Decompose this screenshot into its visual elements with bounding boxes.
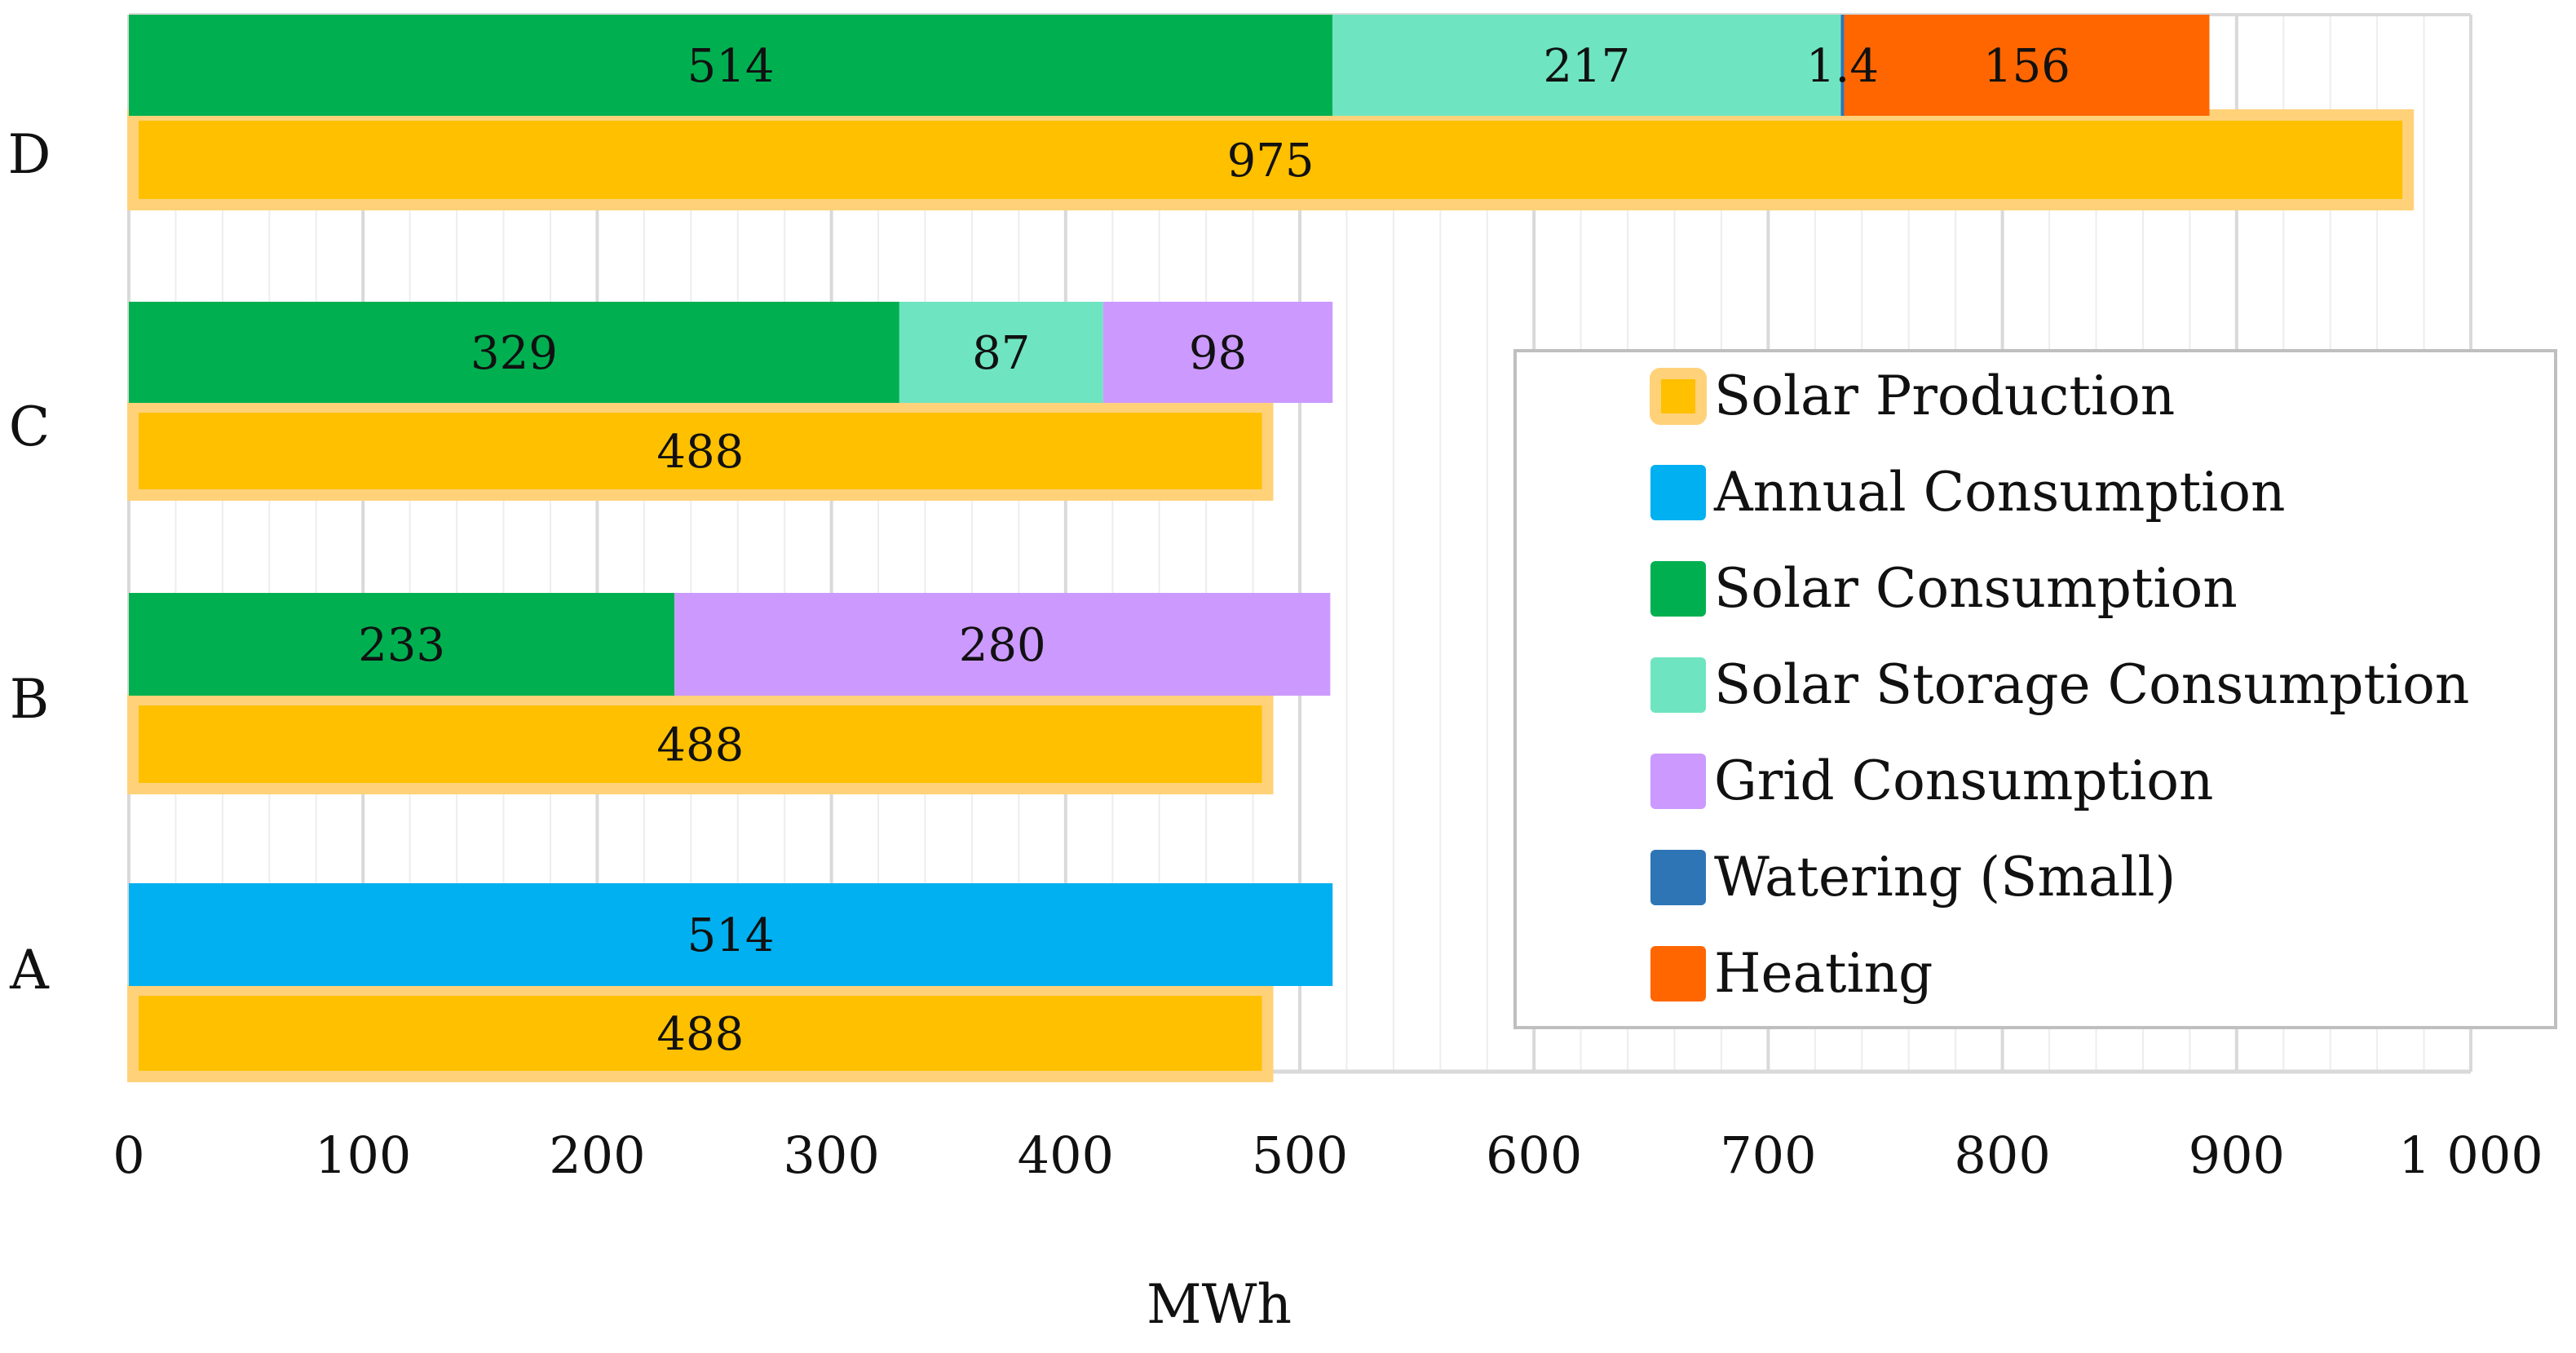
- bar-heating: [1844, 15, 2210, 116]
- x-tick-label: 200: [549, 1125, 645, 1185]
- bar-solar-consumption: [129, 302, 899, 403]
- legend-label-solar-consumption: Solar Consumption: [1714, 557, 2238, 620]
- legend-swatch-watering-small: [1650, 850, 1706, 905]
- x-tick-label: 600: [1486, 1125, 1582, 1185]
- x-tick-label: 100: [315, 1125, 411, 1185]
- legend-swatch-annual-consumption: [1650, 465, 1706, 520]
- bar-solar-production: [127, 694, 1274, 794]
- bar-grid-consumption: [674, 593, 1331, 696]
- x-tick-label: 1 000: [2398, 1125, 2543, 1185]
- bar-data-label: 156: [1983, 40, 2070, 93]
- legend-label-heating: Heating: [1714, 942, 1933, 1005]
- bar-annual-consumption: [129, 883, 1333, 986]
- legend-label-watering-small: Watering (Small): [1714, 846, 2176, 909]
- legend-label-annual-consumption: Annual Consumption: [1713, 461, 2285, 524]
- legend-swatch-grid-consumption: [1650, 754, 1706, 809]
- y-category-label: C: [9, 396, 51, 458]
- bar-data-label: 217: [1543, 40, 1630, 93]
- bar-solar-consumption: [129, 593, 675, 696]
- x-axis: 0 100 200 300 400 500 600 700 800 900 1 000: [113, 1125, 2543, 1185]
- y-axis: D C B A: [8, 123, 51, 1001]
- bar-data-label: 488: [656, 1008, 744, 1061]
- bar-solar-production: [127, 401, 1274, 501]
- legend-label-solar-storage-consumption: Solar Storage Consumption: [1714, 653, 2469, 716]
- bar-labels: 975 514 217 1.4 156 488 329 87 98 488 233 280 488 514: [358, 40, 2070, 1061]
- bar-data-label: 98: [1189, 327, 1247, 380]
- bar-data-label: 280: [959, 619, 1046, 672]
- y-category-label: D: [8, 123, 51, 186]
- x-axis-title: MWh: [1147, 1273, 1292, 1336]
- legend-label-solar-production: Solar Production: [1714, 365, 2175, 427]
- y-category-label: A: [9, 939, 50, 1001]
- x-tick-label: 0: [113, 1125, 144, 1185]
- bar-data-label: 514: [687, 40, 775, 93]
- legend: Solar Production Annual Consumption Solar …: [1513, 349, 2557, 1029]
- bar-solar-production: [127, 984, 1274, 1082]
- bar-data-label: 233: [358, 619, 445, 672]
- bar-solar-storage-consumption: [899, 302, 1103, 403]
- legend-swatch-heating: [1650, 946, 1706, 1001]
- bar-grid-consumption: [1102, 302, 1333, 403]
- bars: [127, 15, 2415, 1082]
- bar-solar-storage-consumption: [1332, 15, 1841, 116]
- bar-data-label: 329: [471, 327, 558, 380]
- x-tick-label: 400: [1018, 1125, 1114, 1185]
- legend-swatch-solar-storage-consumption: [1650, 657, 1706, 713]
- bar-data-label: 87: [972, 327, 1030, 380]
- bar-solar-consumption: [129, 15, 1333, 116]
- x-tick-label: 300: [783, 1125, 879, 1185]
- x-tick-label: 500: [1252, 1125, 1348, 1185]
- legend-swatch-solar-consumption: [1650, 561, 1706, 617]
- bar-data-label: 1.4: [1806, 40, 1879, 93]
- bar-data-label: 488: [656, 426, 744, 479]
- bar-watering-small: [1840, 15, 1845, 116]
- x-tick-label: 800: [1954, 1125, 2050, 1185]
- legend-swatch-solar-production: [1650, 368, 1707, 425]
- legend-label-grid-consumption: Grid Consumption: [1714, 749, 2213, 812]
- bar-data-label: 975: [1227, 135, 1315, 188]
- bar-data-label: 514: [687, 909, 775, 962]
- x-tick-label: 900: [2189, 1125, 2285, 1185]
- bar-data-label: 488: [656, 719, 744, 772]
- y-category-label: B: [10, 668, 50, 731]
- x-tick-label: 700: [1720, 1125, 1816, 1185]
